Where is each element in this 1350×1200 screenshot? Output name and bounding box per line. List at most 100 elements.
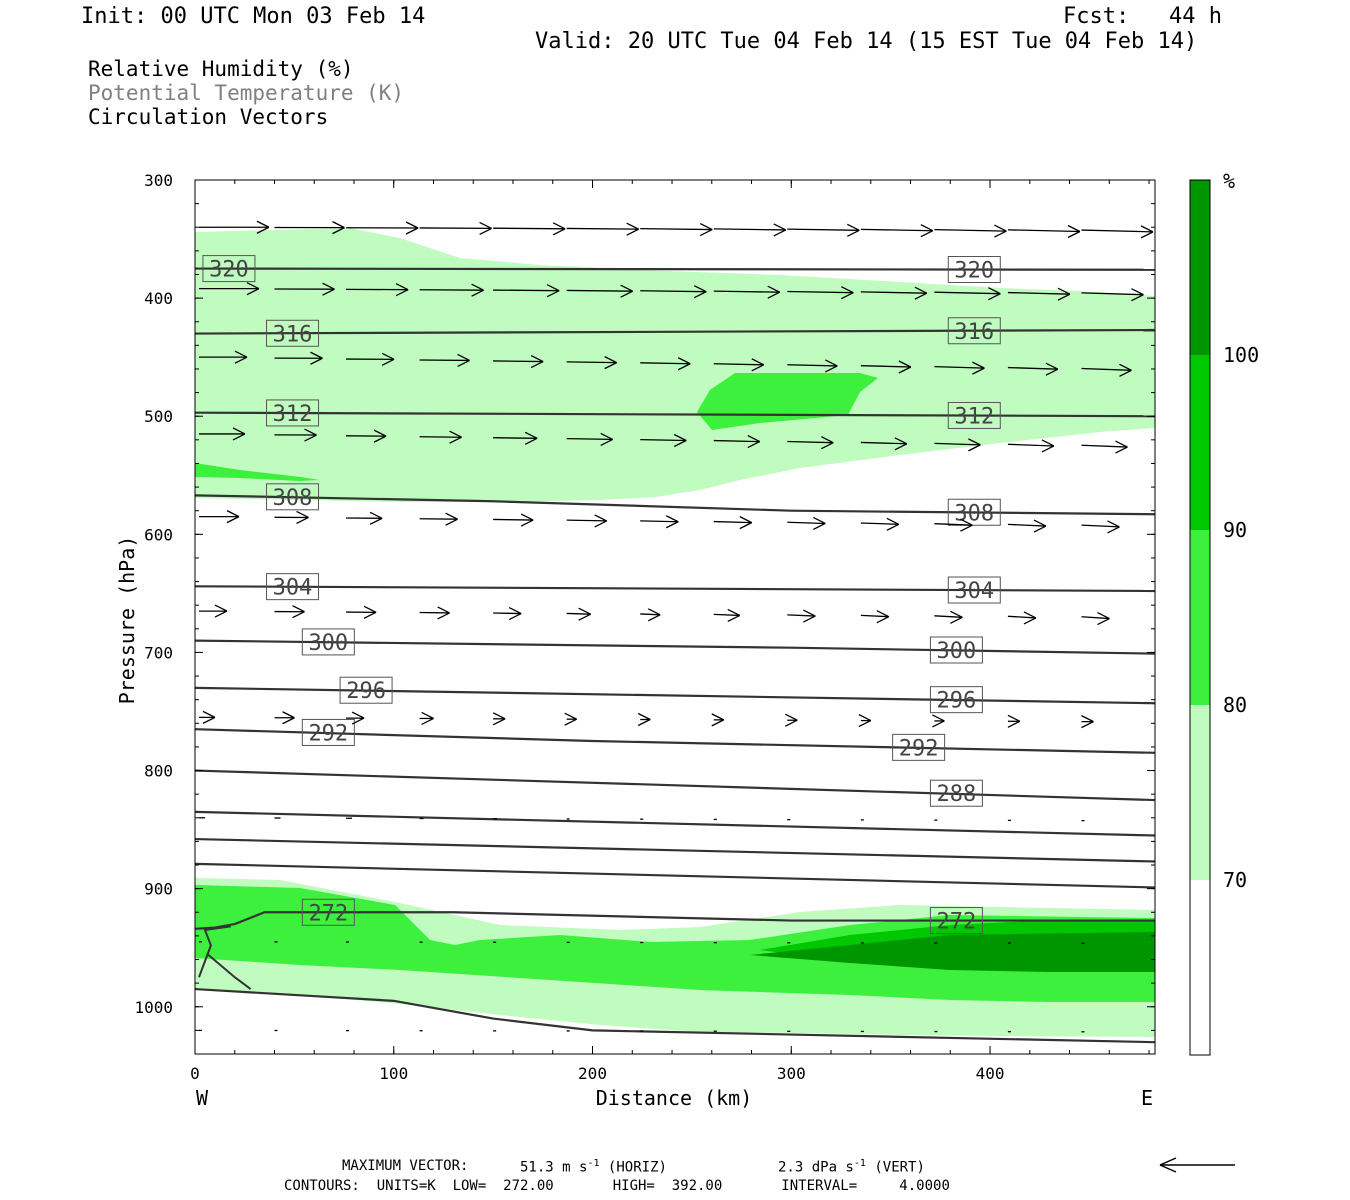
contour-label-box bbox=[947, 498, 1001, 526]
circulation-vector bbox=[1007, 366, 1058, 370]
rh80-region-lower bbox=[195, 885, 1155, 1002]
theta-contour-curl bbox=[198, 925, 231, 978]
vector-arrowhead bbox=[994, 224, 1007, 238]
contour-label-box bbox=[301, 628, 355, 656]
contour-label: 296 bbox=[346, 679, 386, 704]
vector-arrowhead bbox=[950, 610, 963, 624]
colorbar-frame bbox=[1189, 179, 1211, 1056]
vector-arrowhead bbox=[479, 221, 492, 235]
y-tick-label: 300 bbox=[144, 171, 173, 190]
contour-label: 304 bbox=[954, 579, 994, 604]
vector-arrowhead bbox=[637, 712, 651, 727]
vector-arrowhead bbox=[773, 223, 787, 237]
contour-label: 288 bbox=[937, 782, 977, 807]
vector-arrowhead bbox=[785, 713, 798, 727]
circulation-vector bbox=[493, 518, 534, 521]
y-tick-label: 1000 bbox=[134, 998, 173, 1017]
circulation-vector bbox=[566, 361, 617, 364]
contour-label: 320 bbox=[209, 258, 249, 283]
circulation-vector bbox=[640, 438, 687, 442]
x-tick-label: 400 bbox=[976, 1064, 1005, 1083]
circulation-vector bbox=[1081, 292, 1144, 296]
contour-label-box bbox=[266, 573, 320, 601]
contour-label: 292 bbox=[899, 736, 939, 761]
circulation-vector bbox=[1007, 291, 1070, 295]
vector-arrowhead bbox=[304, 428, 317, 442]
vector-arrowhead bbox=[932, 714, 945, 728]
theta-contour-line bbox=[194, 728, 1156, 754]
vector-arrowhead bbox=[508, 607, 522, 621]
vector-arrowhead bbox=[530, 354, 544, 369]
contour-label: 300 bbox=[308, 631, 348, 656]
y-tick-label: 600 bbox=[144, 525, 173, 544]
circulation-vector bbox=[1007, 229, 1080, 233]
contour-label: 312 bbox=[273, 402, 313, 427]
vector-arrowhead bbox=[665, 515, 679, 529]
theta-contours: 320 320 316 316 312 312 308 308 304 304 300 300 296 2… bbox=[194, 255, 1156, 1044]
vector-arrowhead bbox=[886, 517, 900, 531]
vector-arrowhead bbox=[677, 357, 691, 371]
vector-arrowhead bbox=[421, 711, 434, 726]
circulation-vector bbox=[787, 614, 816, 617]
colorbar-100 bbox=[1190, 180, 1210, 355]
vector-arrowhead bbox=[825, 359, 838, 373]
vector-arrowhead bbox=[988, 287, 1001, 301]
vector-arrowhead bbox=[282, 711, 295, 725]
field-vectors: Circulation Vectors bbox=[88, 105, 329, 129]
theta-contour-line bbox=[194, 769, 1156, 802]
circulation-vector bbox=[787, 521, 826, 525]
contour-label-box bbox=[301, 718, 355, 746]
theta-contour-line bbox=[194, 837, 1156, 863]
contour-label: 292 bbox=[308, 721, 348, 746]
circulation-vector bbox=[1007, 443, 1054, 447]
vector-arrowhead bbox=[202, 710, 216, 724]
circulation-vector bbox=[566, 289, 633, 292]
vector-arrowhead bbox=[620, 284, 633, 298]
vector-arrowhead bbox=[256, 220, 270, 234]
vector-arrowhead bbox=[1007, 714, 1021, 728]
y-tick-label: 700 bbox=[144, 643, 173, 662]
vector-arrowhead bbox=[626, 222, 639, 236]
vector-arrowhead bbox=[1107, 520, 1120, 534]
reference-vector bbox=[1159, 1157, 1235, 1173]
circulation-vector bbox=[566, 227, 639, 230]
vector-arrowhead bbox=[1033, 519, 1047, 533]
vector-arrowhead bbox=[1067, 224, 1081, 239]
y-tick-label: 900 bbox=[144, 880, 173, 899]
circulation-vector bbox=[713, 613, 740, 617]
contour-label-box bbox=[929, 636, 983, 664]
max-horiz-exp: -1 bbox=[587, 1158, 600, 1169]
vector-arrowhead bbox=[546, 284, 560, 298]
vector-arrowhead bbox=[894, 437, 908, 451]
vector-arrowhead bbox=[246, 282, 260, 296]
contour-label-box bbox=[266, 399, 320, 427]
vector-arrowhead bbox=[471, 283, 484, 297]
vector-arrowhead bbox=[920, 224, 934, 238]
rh80-region-left bbox=[195, 463, 320, 481]
vector-arrowhead bbox=[968, 438, 981, 452]
vector-arrowhead bbox=[564, 712, 577, 726]
circulation-vector bbox=[493, 437, 538, 439]
circulation-vector bbox=[713, 228, 786, 231]
max-vert-value: 2.3 dPa s-1 (VERT) bbox=[778, 1158, 925, 1176]
circulation-vector bbox=[640, 362, 691, 365]
vector-arrowhead bbox=[647, 608, 661, 622]
vector-arrowhead bbox=[457, 353, 470, 368]
circulation-vector bbox=[1081, 444, 1128, 448]
vector-arrowhead bbox=[363, 605, 377, 619]
contour-label-box bbox=[266, 483, 320, 511]
vector-arrowhead bbox=[673, 433, 687, 448]
theta-contour-line bbox=[194, 494, 1156, 516]
vector-arrowhead bbox=[699, 222, 713, 237]
vector-arrowhead bbox=[1115, 440, 1128, 454]
rh100-region-lower bbox=[750, 932, 1155, 972]
vector-arrowhead bbox=[898, 360, 912, 374]
vector-arrowhead bbox=[232, 427, 246, 441]
east-label: E bbox=[1141, 1086, 1153, 1110]
circulation-vector bbox=[640, 228, 713, 231]
circulation-vector bbox=[640, 290, 707, 293]
vector-arrowhead bbox=[847, 223, 860, 237]
vector-arrowhead bbox=[395, 283, 409, 297]
max-horiz-value: 51.3 m s-1 (HORIZ) bbox=[520, 1158, 667, 1176]
